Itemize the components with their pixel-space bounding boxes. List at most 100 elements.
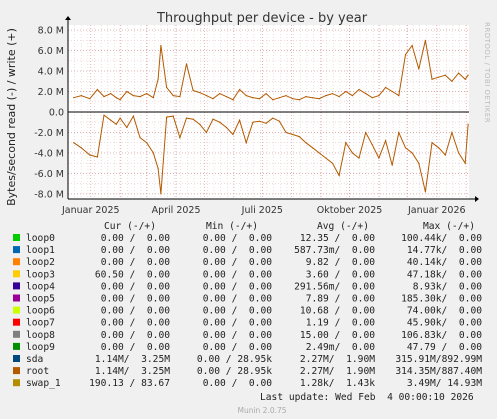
legend-value-max: 315.91M/892.99M xyxy=(395,354,482,365)
read-point xyxy=(157,167,159,169)
read-point xyxy=(238,119,241,121)
write-point xyxy=(205,95,208,97)
legend-header-cur: Cur (-/+) xyxy=(104,221,156,232)
legend-value-cur: 1.14M/ 3.25M xyxy=(95,366,170,377)
x-tick-label: Januar 2025 xyxy=(61,205,120,216)
read-point xyxy=(298,135,300,138)
write-point xyxy=(391,90,393,93)
write-point xyxy=(119,99,121,101)
legend-swatch xyxy=(13,270,20,278)
write-point xyxy=(345,90,347,93)
write-point xyxy=(115,97,117,99)
read-point xyxy=(205,131,208,134)
write-point xyxy=(152,97,154,99)
read-point xyxy=(438,147,440,149)
legend-header-avg: Avg (-/+) xyxy=(317,221,369,232)
read-point xyxy=(179,136,181,139)
read-point xyxy=(110,119,112,121)
read-point xyxy=(115,123,117,125)
legend-name: loop2 xyxy=(26,257,55,268)
legend-swatch xyxy=(13,282,20,290)
read-point xyxy=(404,147,407,149)
legend-value-min: 0.00 / 0.00 xyxy=(203,378,273,389)
write-point xyxy=(384,86,387,89)
read-point xyxy=(431,142,433,144)
read-point xyxy=(119,117,121,119)
write-point xyxy=(285,95,287,97)
write-point xyxy=(404,54,407,56)
write-point xyxy=(110,92,112,95)
read-point xyxy=(311,147,314,149)
y-tick-label: 0.0 xyxy=(49,108,64,119)
write-point xyxy=(311,97,314,99)
read-point xyxy=(265,122,267,124)
legend: Cur (-/+) Min (-/+) Avg (-/+) Max (-/+) loop… xyxy=(13,221,482,389)
legend-name: loop1 xyxy=(26,245,55,256)
y-axis-arrow-icon xyxy=(65,16,71,20)
axes: -8.0 M -6.0 M -4.0 M -2.0 M 0.0 2.0 M 4.0 M 6.0… xyxy=(34,16,479,216)
read-point xyxy=(331,162,334,164)
read-point xyxy=(444,154,446,156)
legend-value-min: 0.00 / 0.00 xyxy=(203,294,273,305)
x-tick-label: April 2025 xyxy=(152,205,201,216)
last-update: Last update: Wed Feb 4 00:00:10 2026 xyxy=(260,392,474,403)
legend-swatch xyxy=(13,294,20,302)
write-point xyxy=(358,88,360,91)
write-point xyxy=(451,80,453,82)
legend-value-min: 0.00 / 28.95k xyxy=(197,354,272,365)
read-point xyxy=(73,142,75,144)
legend-value-min: 0.00 / 0.00 xyxy=(203,318,273,329)
read-point xyxy=(358,157,360,159)
y-tick-label: -4.0 M xyxy=(34,148,64,159)
y-tick-label: 4.0 M xyxy=(38,67,64,78)
read-point xyxy=(258,120,261,122)
read-point xyxy=(272,117,274,119)
legend-value-min: 0.00 / 0.00 xyxy=(203,269,273,280)
write-point xyxy=(219,92,221,95)
read-point xyxy=(411,152,413,154)
write-point xyxy=(467,74,469,76)
read-point xyxy=(318,152,320,154)
legend-value-cur: 0.00 / 0.00 xyxy=(101,342,171,353)
legend-value-cur: 0.00 / 0.00 xyxy=(101,294,171,305)
write-point xyxy=(351,95,353,97)
legend-value-max: 314.35M/887.40M xyxy=(395,366,482,377)
legend-swatch xyxy=(13,246,20,254)
write-point xyxy=(146,92,148,95)
write-point xyxy=(192,89,194,92)
legend-value-avg: 291.56m/ 0.00 xyxy=(294,281,375,292)
write-point xyxy=(371,97,373,99)
read-point xyxy=(139,136,141,139)
write-point xyxy=(424,39,426,41)
legend-value-min: 0.00 / 0.00 xyxy=(203,233,273,244)
legend-value-avg: 3.60 / 0.00 xyxy=(306,269,376,280)
y-tick-label: 8.0 M xyxy=(38,26,64,37)
write-point xyxy=(160,44,162,47)
legend-value-min: 0.00 / 0.00 xyxy=(203,245,273,256)
read-point xyxy=(96,156,98,158)
legend-value-max: 185.30k/ 0.00 xyxy=(401,294,482,305)
write-point xyxy=(185,63,188,65)
write-point xyxy=(398,95,400,97)
legend-swatch xyxy=(13,330,20,338)
write-point xyxy=(298,99,300,101)
x-tick-label: Januar 2026 xyxy=(407,205,466,216)
read-point xyxy=(285,131,287,134)
write-point xyxy=(96,88,98,91)
write-point xyxy=(252,97,254,99)
legend-value-cur: 0.00 / 0.00 xyxy=(101,281,171,292)
write-point xyxy=(444,74,446,76)
read-point xyxy=(424,191,426,193)
legend-value-max: 14.77k/ 0.00 xyxy=(407,245,482,256)
read-point xyxy=(351,152,353,154)
legend-value-cur: 0.00 / 0.00 xyxy=(101,233,171,244)
legend-swatch xyxy=(13,318,20,326)
legend-value-max: 74.00k/ 0.00 xyxy=(407,306,482,317)
y-tick-label: 2.0 M xyxy=(38,87,64,98)
legend-swatch xyxy=(13,234,20,241)
x-axis-arrow-icon xyxy=(475,196,479,202)
read-point xyxy=(172,115,174,117)
legend-value-cur: 60.50 / 0.00 xyxy=(95,269,170,280)
legend-swatch xyxy=(13,355,20,362)
read-point xyxy=(325,157,327,159)
